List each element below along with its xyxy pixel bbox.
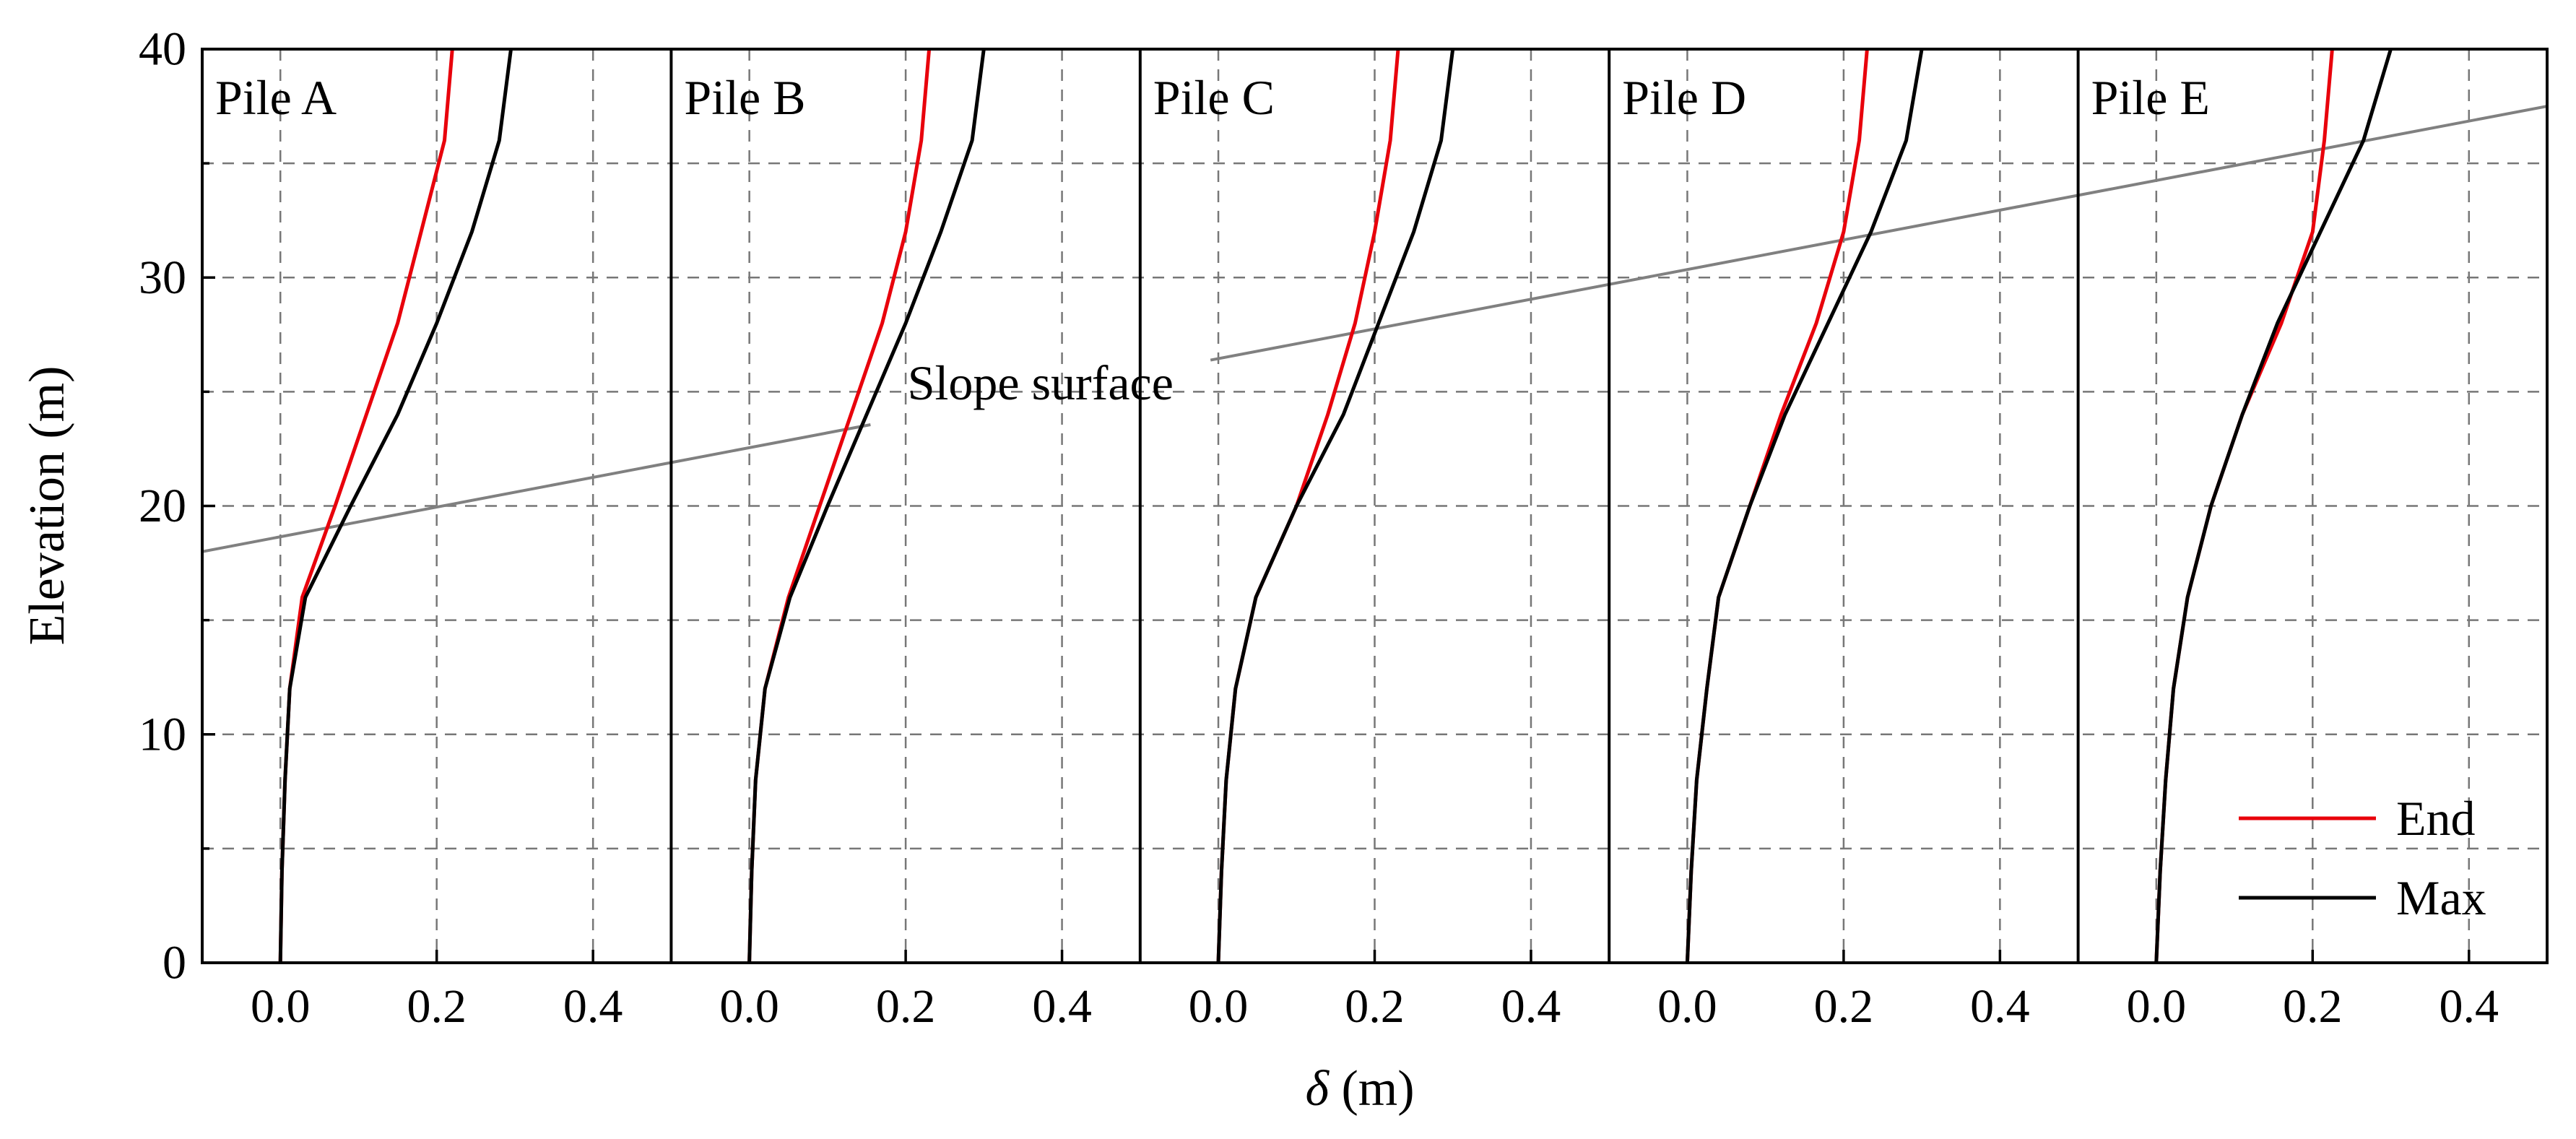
legend: End Max [2239,791,2486,925]
x-tick-label: 0.4 [1970,980,2030,1033]
slope-surface-label: Slope surface [908,355,1174,410]
grid [202,49,2547,963]
x-tick-label: 0.2 [1814,980,1874,1033]
x-tick-label: 0.4 [1501,980,1561,1033]
x-tick-label: 0.4 [1032,980,1092,1033]
x-tick-label: 0.0 [719,980,779,1033]
x-axis-symbol: δ [1305,1061,1330,1117]
y-tick-label: 10 [139,708,186,761]
y-tick-label: 40 [139,23,186,76]
panel-title-4: Pile D [1622,70,1746,125]
x-tick-label: 0.0 [1189,980,1249,1033]
y-tick-label: 30 [139,251,186,304]
x-tick-label: 0.4 [2440,980,2499,1033]
y-tick-label: 20 [139,480,186,532]
x-tick-label: 0.2 [1345,980,1405,1033]
panel-title-5: Pile E [2091,70,2210,125]
x-tick-label: 0.4 [563,980,623,1033]
x-tick-label: 0.2 [2283,980,2343,1033]
x-tick-label: 0.0 [2127,980,2187,1033]
slope-surface-segment [202,423,871,553]
panel-title-1: Pile A [215,70,337,125]
legend-label-max: Max [2396,870,2486,925]
x-axis-unit: (m) [1329,1061,1415,1117]
x-tick-label: 0.0 [1657,980,1717,1033]
panel-titles: Pile A Pile B Pile C Pile D Pile E [215,70,2210,125]
series-line-max-3 [1216,48,1455,963]
series-line-max-1 [278,48,513,963]
panel-title-3: Pile C [1153,70,1275,125]
series-line-max-4 [1685,48,1924,963]
x-tick-label: 0.2 [876,980,936,1033]
y-tick-label: 0 [162,937,186,989]
series-line-max-2 [747,48,986,963]
x-tick-label: 0.2 [407,980,467,1033]
y-axis-title: Elevation (m) [19,366,75,646]
legend-label-end: End [2396,791,2476,846]
series-layer [278,48,2393,963]
ticks-layer: 0 10 20 30 40 0.0 0.2 0.4 0.0 0.2 0.4 0.0 0.2 0.4 0.0 0… [139,23,2499,1034]
panel-title-2: Pile B [684,70,805,125]
x-tick-label: 0.0 [251,980,311,1033]
x-axis-title: δ (m) [1305,1061,1414,1117]
series-line-max-5 [2154,48,2393,963]
